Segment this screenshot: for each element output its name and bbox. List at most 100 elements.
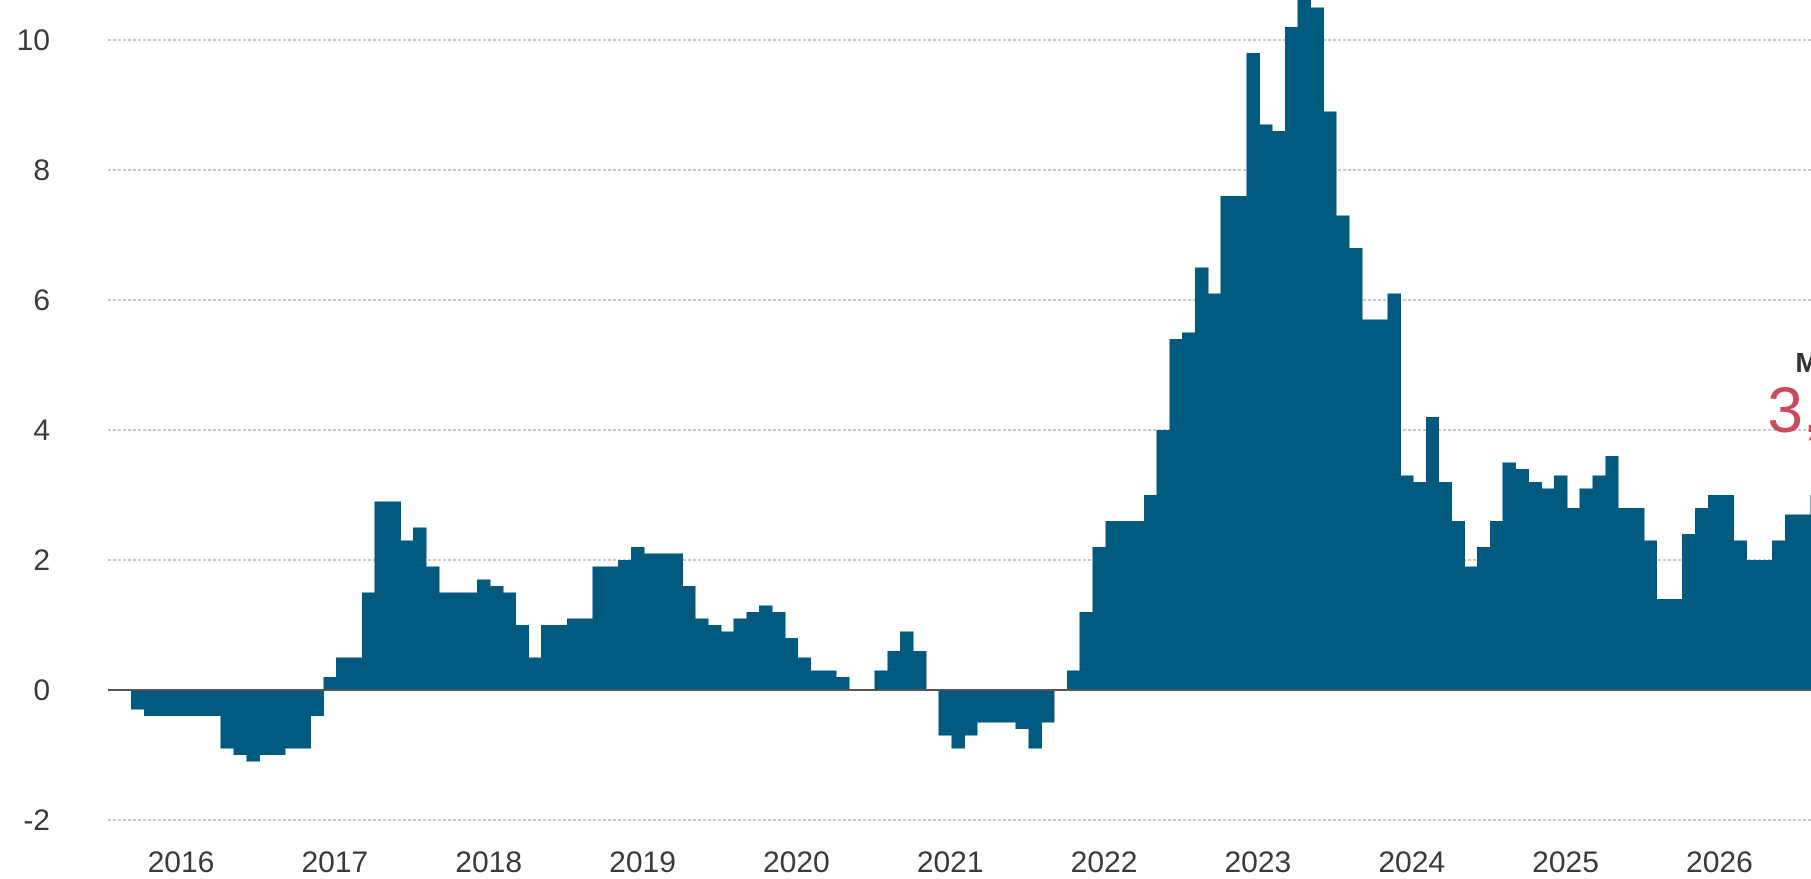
bar [1477, 547, 1491, 690]
bar [1182, 332, 1196, 690]
x-tick-label: 2018 [455, 846, 522, 879]
x-tick-label: 2025 [1532, 846, 1599, 879]
bar [284, 690, 299, 749]
y-tick-label: 2 [33, 544, 50, 577]
bar [772, 612, 786, 690]
bar [1425, 417, 1440, 690]
bar [528, 657, 542, 690]
bar [1195, 267, 1209, 690]
bar [387, 501, 401, 690]
bar [1387, 293, 1401, 690]
bar [1682, 534, 1696, 690]
bar [207, 690, 222, 716]
bar [759, 605, 773, 690]
bar [566, 618, 581, 690]
bar [1669, 599, 1683, 690]
bar [541, 625, 555, 690]
bar [1707, 495, 1722, 690]
bar [951, 690, 965, 749]
bar [1284, 27, 1299, 690]
bar [1464, 566, 1478, 690]
bar [1438, 482, 1453, 690]
bar [1130, 521, 1145, 690]
bar [1592, 475, 1606, 690]
bar [1771, 540, 1786, 690]
y-axis-ticks: -2 0 2 4 6 8 10 [17, 24, 50, 837]
bar [887, 651, 901, 690]
bar [1515, 469, 1529, 690]
bar [1079, 612, 1094, 690]
latest-value-annotation: Marzo 3,3% [1767, 347, 1811, 446]
bar [1233, 196, 1247, 690]
bar [938, 690, 953, 736]
bar [1066, 670, 1081, 690]
bar [336, 657, 350, 690]
bar [1041, 690, 1055, 723]
bar [156, 690, 171, 716]
bar [413, 527, 427, 690]
bar [1015, 690, 1029, 729]
bar [733, 618, 747, 690]
bar [1605, 456, 1619, 690]
bar [592, 566, 606, 690]
bar [1733, 540, 1747, 690]
bar [195, 690, 209, 716]
bar [515, 625, 530, 690]
bar [489, 586, 504, 690]
bar [143, 690, 158, 716]
bar [1246, 53, 1260, 690]
bar [1451, 521, 1465, 690]
x-tick-label: 2020 [763, 846, 830, 879]
x-tick-label: 2022 [1071, 846, 1138, 879]
bar [810, 670, 824, 690]
bar [720, 631, 735, 690]
bar [182, 690, 196, 716]
bar [310, 690, 324, 716]
bar [502, 592, 517, 690]
bar [695, 618, 709, 690]
bar [259, 690, 273, 755]
bar [1310, 7, 1324, 690]
bar [246, 690, 260, 762]
bar [272, 690, 286, 755]
annotation-month-label: Marzo [1795, 347, 1811, 378]
bar [1156, 430, 1171, 690]
bar [1720, 495, 1735, 690]
bar [297, 690, 312, 749]
bar [400, 540, 414, 690]
y-tick-label: 4 [33, 414, 50, 447]
bar [438, 592, 453, 690]
bar [1746, 560, 1760, 690]
bar [836, 677, 850, 690]
bar [131, 690, 145, 710]
x-axis-ticks: 2016 2017 2018 2019 2020 2021 2022 2023 2024 2025… [148, 846, 1753, 879]
bar [1118, 521, 1132, 690]
bar [220, 690, 235, 749]
bar [1297, 0, 1312, 690]
bar [874, 670, 888, 690]
bar [746, 612, 760, 690]
bar [669, 553, 683, 690]
y-tick-label: 10 [17, 24, 50, 57]
bar [682, 586, 696, 690]
y-tick-label: -2 [23, 804, 50, 837]
bar [913, 651, 927, 690]
bar [464, 592, 478, 690]
x-tick-label: 2017 [301, 846, 368, 879]
bar [1092, 547, 1106, 690]
annotation-value-label: 3,3% [1767, 374, 1811, 446]
y-tick-label: 0 [33, 674, 50, 707]
bar [323, 677, 337, 690]
bar [1489, 521, 1504, 690]
bar [823, 670, 837, 690]
bar [1643, 540, 1658, 690]
bar [579, 618, 594, 690]
bar [1105, 521, 1119, 690]
bar [451, 592, 465, 690]
bar [605, 566, 619, 690]
bar [1528, 482, 1542, 690]
bars [131, 0, 1811, 762]
x-tick-label: 2024 [1378, 846, 1445, 879]
bar [1028, 690, 1042, 749]
